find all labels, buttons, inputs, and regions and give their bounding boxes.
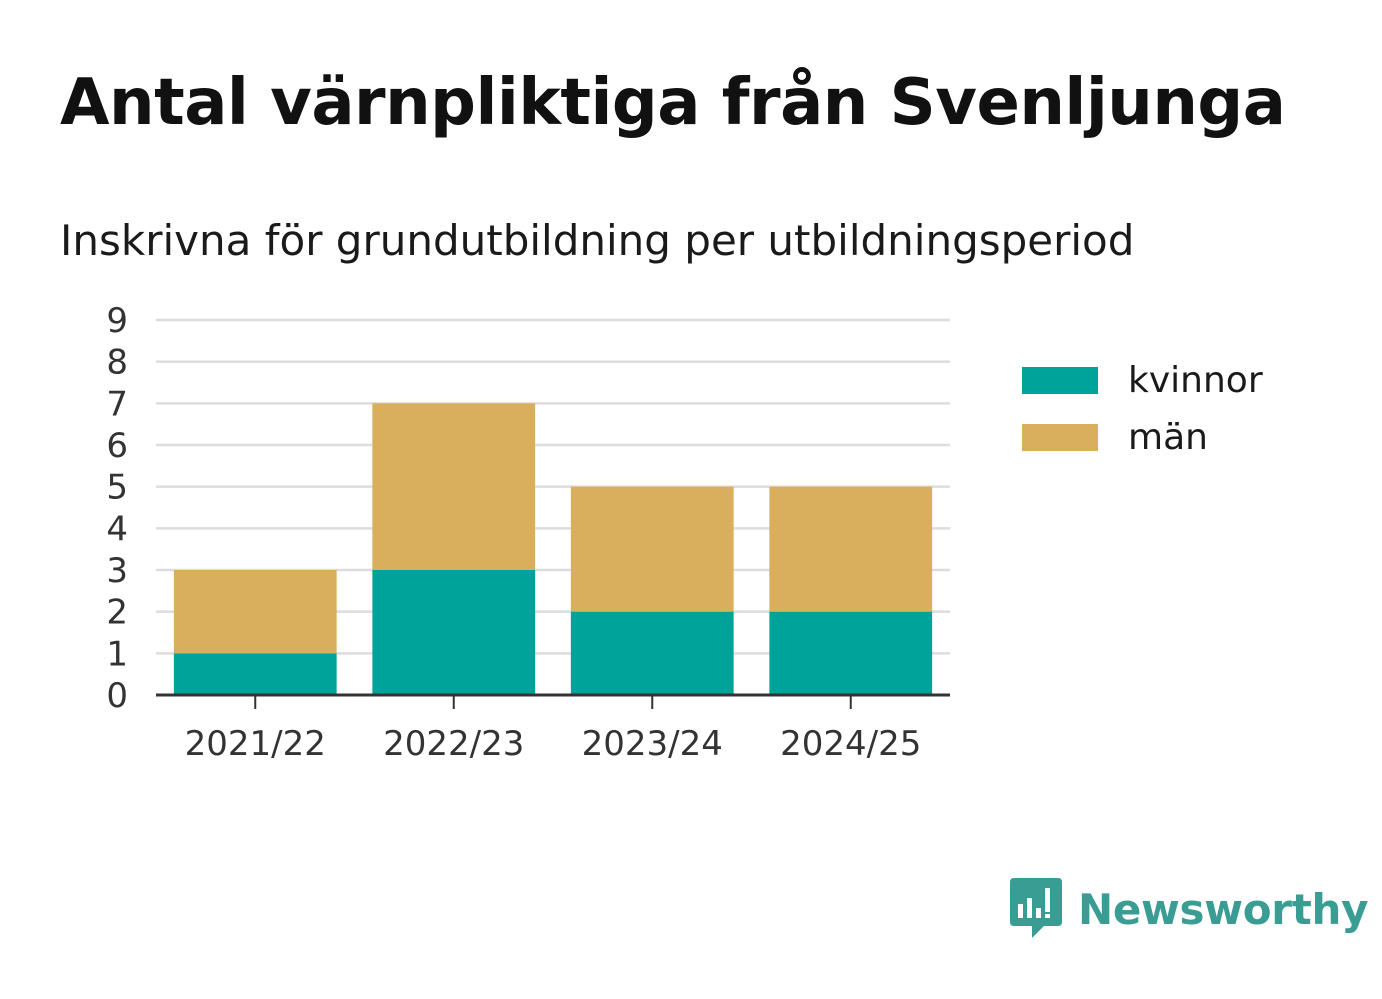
y-tick-label: 3	[106, 551, 128, 591]
y-tick-label: 5	[106, 468, 128, 508]
legend: kvinnor män	[1022, 352, 1263, 466]
bar-2021-22-kvinnor	[173, 653, 337, 695]
y-tick-label: 8	[106, 343, 128, 383]
legend-item-kvinnor: kvinnor	[1022, 352, 1263, 409]
legend-label-kvinnor: kvinnor	[1128, 360, 1263, 401]
brand-name: Newsworthy	[1078, 884, 1369, 934]
y-tick-label: 0	[106, 676, 128, 716]
bar-2024-25-man	[769, 486, 933, 612]
brand: Newsworthy	[1010, 878, 1368, 940]
bar-2023-24-man	[570, 486, 734, 612]
chart-subtitle: Inskrivna för grundutbildning per utbild…	[60, 216, 1135, 265]
y-tick-label: 1	[106, 634, 128, 674]
y-tick-label: 6	[106, 426, 128, 466]
bar-2021-22-man	[173, 570, 337, 654]
legend-swatch-man	[1022, 424, 1098, 451]
x-tick-label: 2021/22	[185, 724, 326, 764]
bar-2024-25-kvinnor	[769, 611, 933, 695]
bar-2022-23-man	[372, 403, 536, 570]
x-tick-label: 2024/25	[780, 724, 921, 764]
x-tick-label: 2023/24	[582, 724, 723, 764]
y-tick-label: 2	[106, 593, 128, 633]
legend-label-man: män	[1128, 417, 1208, 458]
y-tick-label: 4	[106, 509, 128, 549]
newsworthy-logo-icon	[1010, 878, 1062, 938]
y-tick-label: 7	[106, 384, 128, 424]
y-tick-label: 9	[106, 301, 128, 341]
chart-title: Antal värnpliktiga från Svenljunga	[60, 66, 1286, 140]
x-tick-label: 2022/23	[383, 724, 524, 764]
bar-2023-24-kvinnor	[570, 611, 734, 695]
legend-swatch-kvinnor	[1022, 367, 1098, 394]
bar-2022-23-kvinnor	[372, 570, 536, 695]
bars	[173, 403, 933, 695]
legend-item-man: män	[1022, 409, 1263, 466]
